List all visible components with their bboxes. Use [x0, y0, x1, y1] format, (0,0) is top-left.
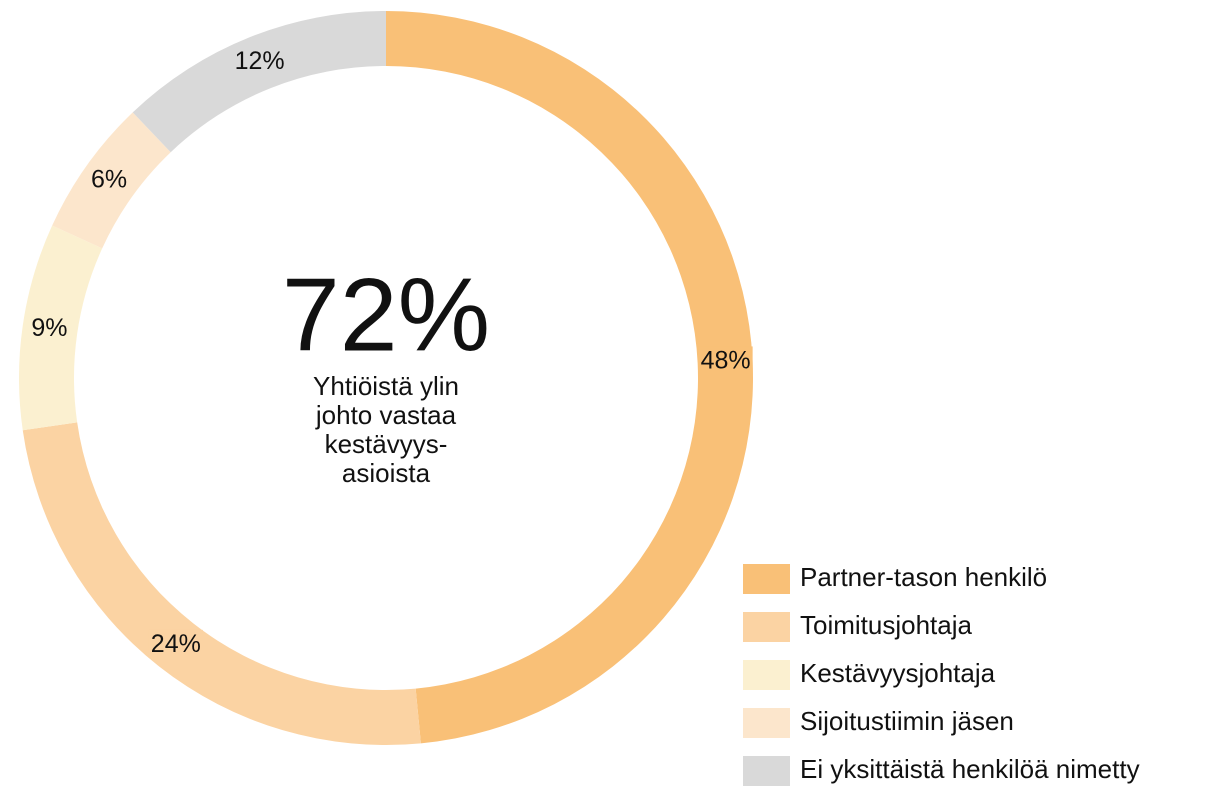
- legend-swatch: [743, 660, 790, 690]
- value-label-bg: [29, 314, 70, 343]
- center-text: asioista: [342, 458, 431, 488]
- center-text: kestävyys-: [325, 429, 448, 459]
- legend-label: Ei yksittäistä henkilöä nimetty: [800, 754, 1140, 784]
- value-label: 12%: [235, 47, 285, 75]
- value-label: 24%: [151, 630, 201, 658]
- value-label: 9%: [31, 314, 67, 342]
- donut-segment: [132, 11, 386, 153]
- value-label-bg: [148, 629, 203, 658]
- legend-label: Sijoitustiimin jäsen: [800, 706, 1014, 736]
- donut-segment: [386, 11, 754, 744]
- legend-swatch: [743, 612, 790, 642]
- legend-label: Toimitusjohtaja: [800, 610, 973, 640]
- value-label: 48%: [701, 346, 751, 374]
- value-label-bg: [232, 46, 287, 75]
- value-label: 6%: [91, 165, 127, 193]
- legend-label: Partner-tason henkilö: [800, 562, 1047, 592]
- legend-label: Kestävyysjohtaja: [800, 658, 996, 688]
- legend-swatch: [743, 708, 790, 738]
- center-text: johto vastaa: [315, 400, 457, 430]
- center-value: 72%: [282, 257, 490, 373]
- donut-segment: [22, 422, 421, 745]
- legend-swatch: [743, 756, 790, 786]
- center-text: Yhtiöistä ylin: [313, 371, 459, 401]
- value-label-bg: [88, 165, 130, 194]
- value-label-bg: [698, 346, 753, 375]
- legend-swatch: [743, 564, 790, 594]
